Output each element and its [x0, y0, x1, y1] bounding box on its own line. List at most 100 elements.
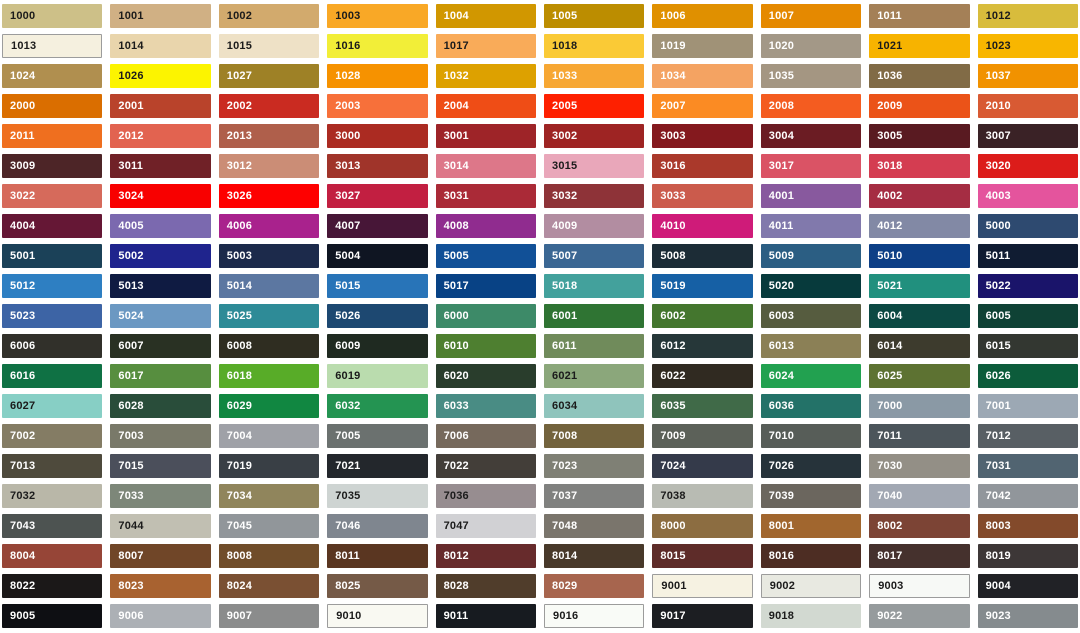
swatch-7030[interactable]: 7030: [869, 454, 970, 478]
swatch-7008[interactable]: 7008: [544, 424, 645, 448]
swatch-7045[interactable]: 7045: [218, 514, 320, 538]
swatch-9003[interactable]: 9003: [869, 574, 970, 598]
swatch-7006[interactable]: 7006: [435, 424, 536, 448]
swatch-7046[interactable]: 7046: [327, 514, 428, 538]
swatch-6011[interactable]: 6011: [544, 334, 645, 358]
swatch-7000[interactable]: 7000: [869, 394, 970, 418]
swatch-7013[interactable]: 7013: [2, 454, 103, 478]
swatch-6017[interactable]: 6017: [110, 364, 211, 388]
swatch-6019[interactable]: 6019: [327, 364, 428, 388]
swatch-5011[interactable]: 5011: [977, 244, 1078, 268]
swatch-1002[interactable]: 1002: [218, 4, 320, 28]
swatch-1021[interactable]: 1021: [869, 34, 970, 58]
swatch-8008[interactable]: 8008: [218, 544, 320, 568]
swatch-5010[interactable]: 5010: [869, 244, 970, 268]
swatch-7009[interactable]: 7009: [652, 424, 753, 448]
swatch-7005[interactable]: 7005: [327, 424, 428, 448]
swatch-4003[interactable]: 4003: [977, 184, 1078, 208]
swatch-4012[interactable]: 4012: [869, 214, 970, 238]
swatch-8019[interactable]: 8019: [977, 544, 1078, 568]
swatch-3017[interactable]: 3017: [760, 154, 862, 178]
swatch-1000[interactable]: 1000: [2, 4, 103, 28]
swatch-9010[interactable]: 9010: [327, 604, 428, 628]
swatch-6035[interactable]: 6035: [652, 394, 753, 418]
swatch-5025[interactable]: 5025: [218, 304, 320, 328]
swatch-1004[interactable]: 1004: [435, 4, 536, 28]
swatch-7015[interactable]: 7015: [110, 454, 211, 478]
swatch-7021[interactable]: 7021: [327, 454, 428, 478]
swatch-7048[interactable]: 7048: [544, 514, 645, 538]
swatch-1036[interactable]: 1036: [869, 64, 970, 88]
swatch-6034[interactable]: 6034: [544, 394, 645, 418]
swatch-3031[interactable]: 3031: [435, 184, 536, 208]
swatch-4010[interactable]: 4010: [652, 214, 753, 238]
swatch-5012[interactable]: 5012: [2, 274, 103, 298]
swatch-5018[interactable]: 5018: [544, 274, 645, 298]
swatch-6005[interactable]: 6005: [977, 304, 1078, 328]
swatch-5007[interactable]: 5007: [544, 244, 645, 268]
swatch-1012[interactable]: 1012: [977, 4, 1078, 28]
swatch-2008[interactable]: 2008: [760, 94, 862, 118]
swatch-9011[interactable]: 9011: [435, 604, 536, 628]
swatch-8023[interactable]: 8023: [110, 574, 211, 598]
swatch-3011[interactable]: 3011: [110, 154, 211, 178]
swatch-5013[interactable]: 5013: [110, 274, 211, 298]
swatch-5023[interactable]: 5023: [2, 304, 103, 328]
swatch-5014[interactable]: 5014: [218, 274, 320, 298]
swatch-1019[interactable]: 1019: [652, 34, 753, 58]
swatch-7001[interactable]: 7001: [977, 394, 1078, 418]
swatch-9007[interactable]: 9007: [218, 604, 320, 628]
swatch-1013[interactable]: 1013: [2, 34, 103, 58]
swatch-7040[interactable]: 7040: [869, 484, 970, 508]
swatch-2012[interactable]: 2012: [110, 124, 211, 148]
swatch-8016[interactable]: 8016: [760, 544, 862, 568]
swatch-3026[interactable]: 3026: [218, 184, 320, 208]
swatch-5001[interactable]: 5001: [2, 244, 103, 268]
swatch-3014[interactable]: 3014: [435, 154, 536, 178]
swatch-8029[interactable]: 8029: [544, 574, 645, 598]
swatch-4007[interactable]: 4007: [327, 214, 428, 238]
swatch-6036[interactable]: 6036: [760, 394, 862, 418]
swatch-1034[interactable]: 1034: [652, 64, 753, 88]
swatch-3003[interactable]: 3003: [652, 124, 753, 148]
swatch-2013[interactable]: 2013: [218, 124, 320, 148]
swatch-5015[interactable]: 5015: [327, 274, 428, 298]
swatch-7038[interactable]: 7038: [652, 484, 753, 508]
swatch-3001[interactable]: 3001: [435, 124, 536, 148]
swatch-3000[interactable]: 3000: [327, 124, 428, 148]
swatch-4002[interactable]: 4002: [869, 184, 970, 208]
swatch-5003[interactable]: 5003: [218, 244, 320, 268]
swatch-8017[interactable]: 8017: [869, 544, 970, 568]
swatch-1017[interactable]: 1017: [435, 34, 536, 58]
swatch-7042[interactable]: 7042: [977, 484, 1078, 508]
swatch-7043[interactable]: 7043: [2, 514, 103, 538]
swatch-8022[interactable]: 8022: [2, 574, 103, 598]
swatch-1001[interactable]: 1001: [110, 4, 211, 28]
swatch-9001[interactable]: 9001: [652, 574, 753, 598]
swatch-6004[interactable]: 6004: [869, 304, 970, 328]
swatch-1033[interactable]: 1033: [544, 64, 645, 88]
swatch-3022[interactable]: 3022: [2, 184, 103, 208]
swatch-3002[interactable]: 3002: [544, 124, 645, 148]
swatch-2007[interactable]: 2007: [652, 94, 753, 118]
swatch-6022[interactable]: 6022: [652, 364, 753, 388]
swatch-1035[interactable]: 1035: [760, 64, 862, 88]
swatch-1014[interactable]: 1014: [110, 34, 211, 58]
swatch-7035[interactable]: 7035: [327, 484, 428, 508]
swatch-6024[interactable]: 6024: [760, 364, 862, 388]
swatch-5004[interactable]: 5004: [327, 244, 428, 268]
swatch-9018[interactable]: 9018: [760, 604, 862, 628]
swatch-3009[interactable]: 3009: [2, 154, 103, 178]
swatch-5024[interactable]: 5024: [110, 304, 211, 328]
swatch-3012[interactable]: 3012: [218, 154, 320, 178]
swatch-3005[interactable]: 3005: [869, 124, 970, 148]
swatch-9017[interactable]: 9017: [652, 604, 753, 628]
swatch-2009[interactable]: 2009: [869, 94, 970, 118]
swatch-2011[interactable]: 2011: [2, 124, 103, 148]
swatch-9005[interactable]: 9005: [2, 604, 103, 628]
swatch-8001[interactable]: 8001: [760, 514, 862, 538]
swatch-6003[interactable]: 6003: [760, 304, 862, 328]
swatch-7019[interactable]: 7019: [218, 454, 320, 478]
swatch-2003[interactable]: 2003: [327, 94, 428, 118]
swatch-6032[interactable]: 6032: [327, 394, 428, 418]
